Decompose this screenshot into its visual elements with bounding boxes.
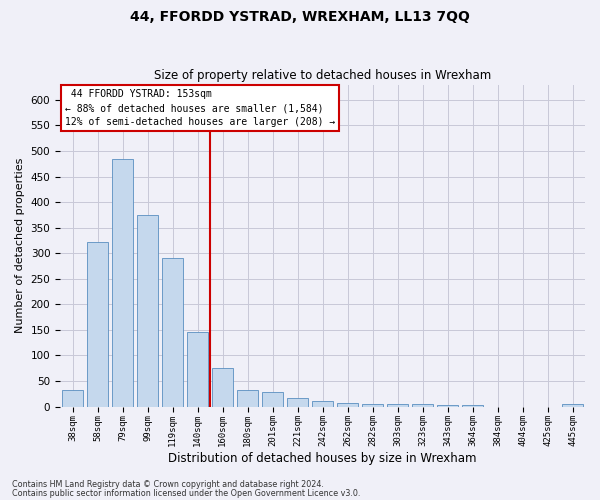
- Text: Contains HM Land Registry data © Crown copyright and database right 2024.: Contains HM Land Registry data © Crown c…: [12, 480, 324, 489]
- Text: 44 FFORDD YSTRAD: 153sqm
← 88% of detached houses are smaller (1,584)
12% of sem: 44 FFORDD YSTRAD: 153sqm ← 88% of detach…: [65, 90, 335, 128]
- Text: 44, FFORDD YSTRAD, WREXHAM, LL13 7QQ: 44, FFORDD YSTRAD, WREXHAM, LL13 7QQ: [130, 10, 470, 24]
- Bar: [162, 258, 183, 406]
- Bar: [562, 404, 583, 406]
- Bar: [137, 215, 158, 406]
- Y-axis label: Number of detached properties: Number of detached properties: [15, 158, 25, 333]
- Bar: [462, 405, 483, 406]
- Bar: [287, 398, 308, 406]
- Bar: [237, 390, 258, 406]
- Bar: [112, 159, 133, 406]
- Bar: [62, 390, 83, 406]
- Bar: [437, 405, 458, 406]
- Bar: [262, 392, 283, 406]
- Text: Contains public sector information licensed under the Open Government Licence v3: Contains public sector information licen…: [12, 488, 361, 498]
- Bar: [337, 404, 358, 406]
- Bar: [362, 404, 383, 406]
- Bar: [187, 332, 208, 406]
- Bar: [212, 368, 233, 406]
- Title: Size of property relative to detached houses in Wrexham: Size of property relative to detached ho…: [154, 69, 491, 82]
- Bar: [312, 402, 333, 406]
- Bar: [87, 242, 108, 406]
- Bar: [412, 404, 433, 406]
- Bar: [387, 404, 408, 406]
- X-axis label: Distribution of detached houses by size in Wrexham: Distribution of detached houses by size …: [168, 452, 477, 465]
